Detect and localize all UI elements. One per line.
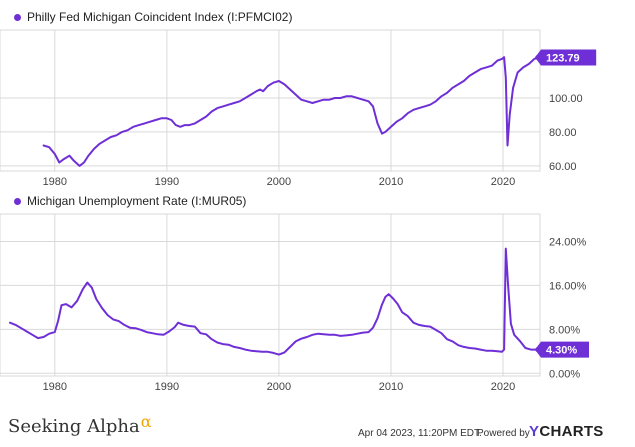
last-value-badge: [535, 49, 597, 66]
x-tick-label: 2010: [379, 176, 403, 188]
plot-frame: [0, 29, 541, 172]
timestamp: Apr 04 2023, 11:20PM EDT.: [358, 428, 482, 439]
powered-by-label: Powered by: [477, 428, 530, 439]
x-tick-label: 2000: [267, 176, 291, 188]
y-tick-label: 16.00%: [549, 280, 587, 292]
legend-coincident-index[interactable]: Philly Fed Michigan Coincident Index (I:…: [14, 10, 292, 24]
x-tick-label: 1980: [43, 176, 67, 188]
x-tick-label: 2020: [491, 176, 515, 188]
y-tick-label: 100.00: [549, 93, 583, 105]
legend-label: Michigan Unemployment Rate (I:MUR05): [27, 194, 247, 208]
x-tick-label: 1990: [155, 176, 179, 188]
x-tick-label: 1980: [43, 381, 67, 393]
brand-text: Seeking Alpha: [8, 416, 140, 437]
y-tick-label: 60.00: [549, 161, 577, 173]
alpha-icon: α: [140, 412, 152, 431]
ycharts-y-icon: Y: [529, 423, 540, 440]
x-tick-label: 2010: [379, 381, 403, 393]
x-tick-label: 2000: [267, 381, 291, 393]
ycharts-wordmark: CHARTS: [539, 423, 604, 440]
ycharts-logo[interactable]: YCHARTS: [529, 423, 604, 440]
y-tick-label: 0.00%: [549, 368, 580, 380]
chart-2: 0.00% 8.00% 16.00% 24.00% 1980 1990 2000 2010 20…: [0, 213, 589, 393]
x-tick-label: 2020: [491, 381, 515, 393]
legend-marker: [14, 197, 21, 205]
y-tick-label: 8.00%: [549, 324, 580, 336]
y-tick-label: 24.00%: [549, 236, 587, 248]
last-value-badge: [535, 341, 589, 358]
chart-1: 60.00 80.00 100.00 1980 1990 2000 2010 2020 123.…: [0, 29, 597, 188]
chart-canvas: 60.00 80.00 100.00 1980 1990 2000 2010 2020 123.…: [0, 29, 597, 393]
seeking-alpha-logo[interactable]: Seeking Alphaα: [8, 412, 152, 437]
series-line: [42, 56, 539, 167]
x-tick-label: 1990: [155, 381, 179, 393]
last-value-label: 4.30%: [546, 345, 577, 357]
last-value-label: 123.79: [546, 53, 580, 65]
legend-marker: [14, 13, 21, 21]
plot-frame: [0, 213, 541, 377]
legend-unemployment-rate[interactable]: Michigan Unemployment Rate (I:MUR05): [14, 194, 246, 208]
y-tick-label: 80.00: [549, 127, 577, 139]
legend-label: Philly Fed Michigan Coincident Index (I:…: [27, 10, 293, 24]
series-line: [9, 247, 539, 356]
